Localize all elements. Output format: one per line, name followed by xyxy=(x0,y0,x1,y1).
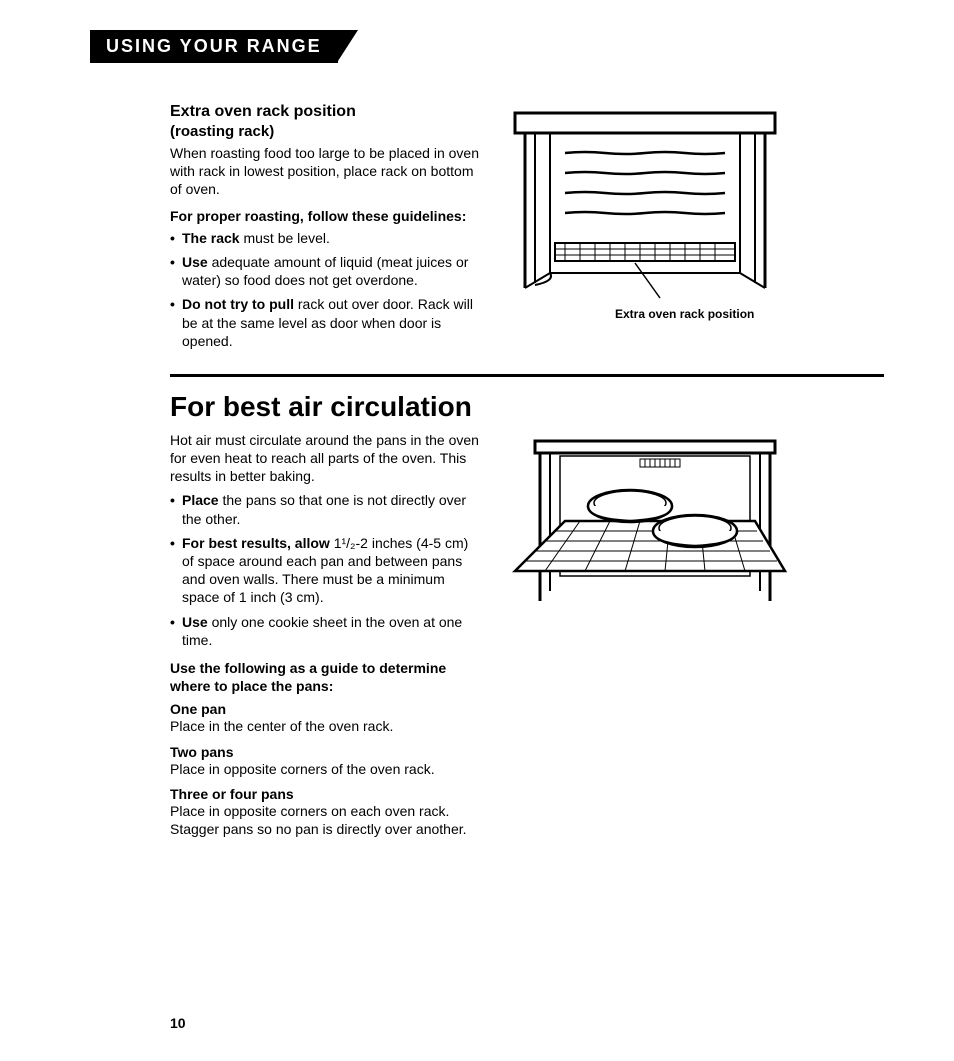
section1-lead: For proper roasting, follow these guidel… xyxy=(170,207,480,225)
section2-intro: Hot air must circulate around the pans i… xyxy=(170,431,480,486)
bullet-item: For best results, allow 1¹/₂-2 inches (4… xyxy=(170,534,480,607)
oven-pans-diagram-icon xyxy=(505,431,795,631)
section1-title-line2: (roasting rack) xyxy=(170,123,480,140)
figure1-caption: Extra oven rack position xyxy=(615,307,785,321)
section1-figure: Extra oven rack position xyxy=(505,103,884,356)
section1-bullets: The rack must be level. Use adequate amo… xyxy=(170,229,480,350)
section1-title-line1: Extra oven rack position xyxy=(170,103,480,121)
guide-item: One pan Place in the center of the oven … xyxy=(170,701,480,735)
section2-figure xyxy=(505,431,884,846)
section-air-circulation: Hot air must circulate around the pans i… xyxy=(170,431,884,846)
section-divider xyxy=(170,374,884,377)
section1-text: Extra oven rack position (roasting rack)… xyxy=(170,103,480,356)
bullet-item: Do not try to pull rack out over door. R… xyxy=(170,295,480,350)
bullet-item: Use only one cookie sheet in the oven at… xyxy=(170,613,480,649)
guide-item: Three or four pans Place in opposite cor… xyxy=(170,786,480,838)
section2-text: Hot air must circulate around the pans i… xyxy=(170,431,480,846)
section-extra-rack: Extra oven rack position (roasting rack)… xyxy=(170,103,884,356)
guide-heading: Use the following as a guide to determin… xyxy=(170,659,480,695)
oven-diagram-icon xyxy=(505,103,785,303)
bullet-item: Place the pans so that one is not direct… xyxy=(170,491,480,527)
page-number: 10 xyxy=(170,1015,186,1031)
guide-item: Two pans Place in opposite corners of th… xyxy=(170,744,480,778)
page-content: Extra oven rack position (roasting rack)… xyxy=(170,103,884,846)
pan-guide: Use the following as a guide to determin… xyxy=(170,659,480,838)
section2-title: For best air circulation xyxy=(170,391,884,423)
section1-intro: When roasting food too large to be place… xyxy=(170,144,480,199)
page-header: USING YOUR RANGE xyxy=(90,30,338,63)
section2-bullets: Place the pans so that one is not direct… xyxy=(170,491,480,649)
bullet-item: Use adequate amount of liquid (meat juic… xyxy=(170,253,480,289)
bullet-item: The rack must be level. xyxy=(170,229,480,247)
